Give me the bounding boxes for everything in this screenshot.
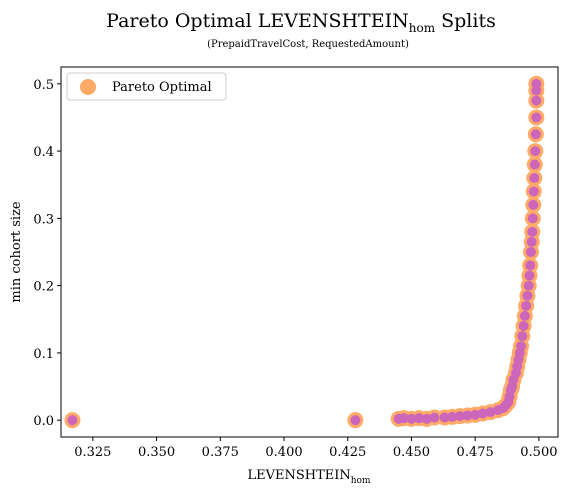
x-tick-label: 0.500 (520, 445, 557, 460)
x-tick-label: 0.475 (457, 445, 494, 460)
legend: Pareto Optimal (66, 72, 227, 101)
x-tick-label: 0.350 (138, 445, 175, 460)
x-tick-label: 0.375 (202, 445, 239, 460)
data-point (526, 236, 537, 247)
data-point (525, 260, 536, 271)
data-points (64, 75, 545, 429)
plot-frame (60, 66, 559, 438)
y-axis-label: min cohort size (9, 201, 24, 303)
chart-title-tail: Splits (435, 10, 496, 32)
data-point (516, 341, 527, 352)
data-point (406, 413, 417, 424)
x-tick-label: 0.425 (329, 445, 366, 460)
data-point (521, 300, 532, 311)
y-tick-label: 0.1 (33, 347, 54, 362)
legend-box (66, 72, 227, 101)
x-tick-label: 0.450 (393, 445, 430, 460)
x-tick-label: 0.400 (265, 445, 302, 460)
x-tick-label: 0.325 (74, 445, 111, 460)
data-point (525, 247, 536, 257)
data-point (524, 270, 535, 281)
data-point (531, 78, 542, 89)
x-axis-label-subscript: hom (351, 476, 371, 486)
data-point (530, 146, 541, 157)
data-point (523, 280, 534, 291)
data-point (421, 413, 432, 424)
data-point (477, 408, 488, 419)
data-point (462, 410, 473, 421)
legend-marker (80, 79, 96, 95)
data-point (67, 415, 78, 426)
data-point (530, 129, 541, 140)
chart-subtitle: (PrepaidTravelCost, RequestedAmount) (207, 39, 409, 50)
data-point (531, 112, 542, 123)
x-axis-label: LEVENSHTEINhom (247, 468, 371, 486)
data-point (454, 411, 465, 422)
data-point (398, 413, 409, 424)
chart-title-main: Pareto Optimal LEVENSHTEIN (106, 10, 409, 32)
y-tick-label: 0.0 (33, 414, 54, 429)
data-point (529, 173, 540, 183)
axis-ticks: 0.325 0.350 0.375 0.400 0.425 0.450 0.475 0.500… (33, 78, 557, 460)
data-point (485, 407, 496, 418)
y-tick-label: 0.3 (33, 212, 54, 227)
data-point (439, 412, 450, 423)
data-point (414, 413, 425, 424)
data-point (522, 290, 533, 301)
y-tick-label: 0.5 (33, 78, 54, 93)
y-tick-label: 0.4 (33, 145, 54, 160)
data-point (527, 213, 538, 224)
y-tick-label: 0.2 (33, 280, 54, 295)
data-point (529, 159, 540, 170)
data-point (350, 415, 361, 426)
data-point (518, 321, 529, 331)
x-axis-label-main: LEVENSHTEIN (247, 468, 350, 483)
data-point (429, 412, 440, 423)
chart-title-subscript: hom (409, 21, 436, 35)
data-point (528, 199, 539, 210)
data-point (531, 95, 542, 106)
data-point (519, 310, 530, 321)
data-point (517, 331, 528, 342)
data-point (470, 409, 481, 420)
legend-label: Pareto Optimal (112, 80, 212, 95)
data-point (447, 411, 458, 422)
data-point (527, 226, 538, 237)
data-point (528, 186, 539, 197)
chart-title: Pareto Optimal LEVENSHTEINhom Splits (106, 10, 496, 35)
